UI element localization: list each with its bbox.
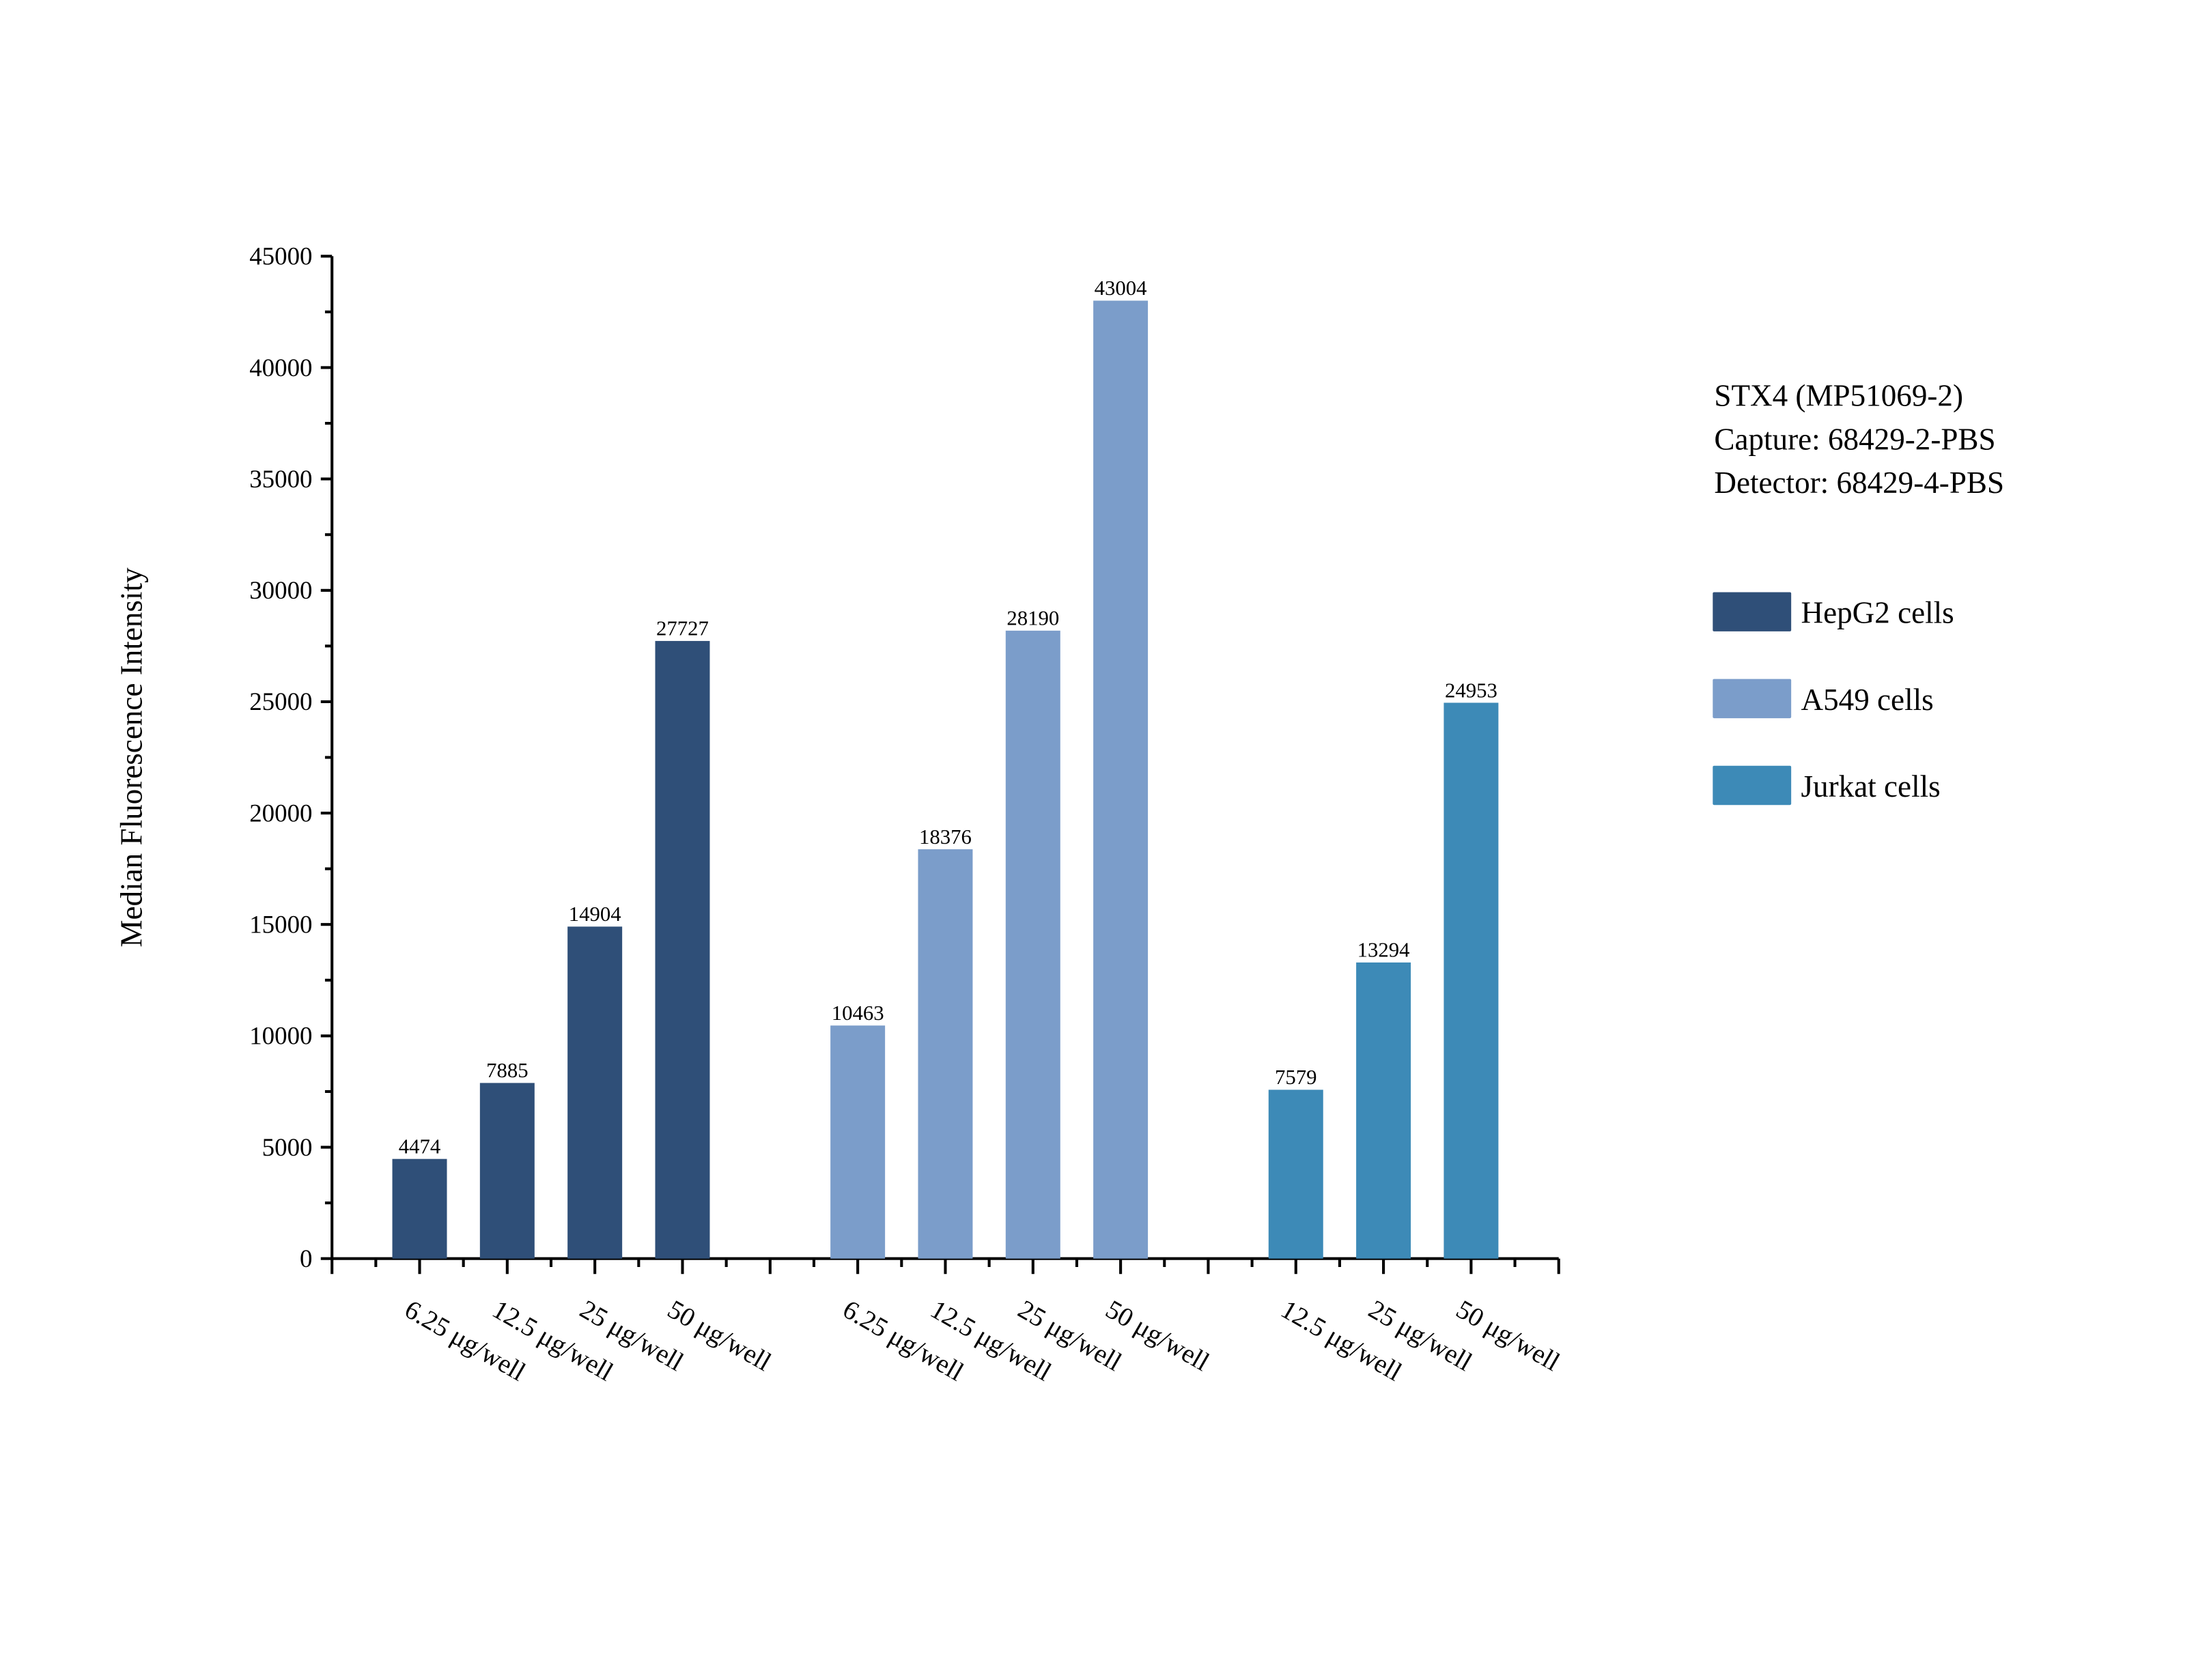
data-label: 24953 <box>1445 679 1497 702</box>
y-tick-label: 15000 <box>249 911 312 939</box>
axes: 0 5000 10000 15000 20000 25000 30000 35000 40000… <box>249 242 1560 1275</box>
data-label: 43004 <box>1095 276 1147 300</box>
legend-swatch <box>1713 679 1792 719</box>
bar <box>1268 1090 1323 1259</box>
data-label: 13294 <box>1357 939 1410 962</box>
bar <box>1005 630 1060 1259</box>
bar <box>918 849 973 1259</box>
bar <box>479 1083 535 1259</box>
legend: HepG2 cells A549 cells Jurkat cells <box>1713 592 1954 806</box>
y-tick-label: 10000 <box>249 1022 312 1050</box>
legend-label: HepG2 cells <box>1801 596 1954 630</box>
y-tick-label: 0 <box>300 1244 312 1272</box>
legend-swatch <box>1713 592 1792 631</box>
y-tick-label: 35000 <box>249 465 312 493</box>
data-label: 7885 <box>486 1059 529 1082</box>
annotation-line: STX4 (MP51069-2) <box>1714 379 1963 413</box>
annotation-line: Detector: 68429-4-PBS <box>1714 466 2004 500</box>
y-tick-label: 20000 <box>249 799 312 827</box>
data-label: 27727 <box>656 617 709 640</box>
y-tick-label: 5000 <box>262 1133 313 1161</box>
data-label: 7579 <box>1275 1066 1317 1089</box>
y-tick-label: 25000 <box>249 687 312 715</box>
legend-label: Jurkat cells <box>1801 769 1941 803</box>
y-axis-label: Median Fluorescence Intensity <box>114 567 148 948</box>
data-label: 14904 <box>569 902 621 926</box>
bar <box>1356 962 1411 1259</box>
data-label: 28190 <box>1006 607 1059 630</box>
legend-label: A549 cells <box>1801 683 1934 717</box>
bar <box>1444 702 1499 1259</box>
data-label: 4474 <box>399 1135 441 1158</box>
bar <box>567 926 623 1259</box>
bar <box>830 1025 886 1259</box>
data-label: 10463 <box>832 1001 884 1025</box>
legend-swatch <box>1713 765 1792 806</box>
bar <box>655 640 710 1259</box>
bar <box>1093 300 1149 1259</box>
annotation-line: Capture: 68429-2-PBS <box>1714 422 1995 456</box>
y-tick-label: 45000 <box>249 242 312 270</box>
bar <box>392 1158 447 1259</box>
y-tick-label: 30000 <box>249 576 312 604</box>
y-tick-label: 40000 <box>249 354 312 382</box>
data-label: 18376 <box>919 825 972 849</box>
annotation: STX4 (MP51069-2) Capture: 68429-2-PBS De… <box>1714 379 2004 500</box>
